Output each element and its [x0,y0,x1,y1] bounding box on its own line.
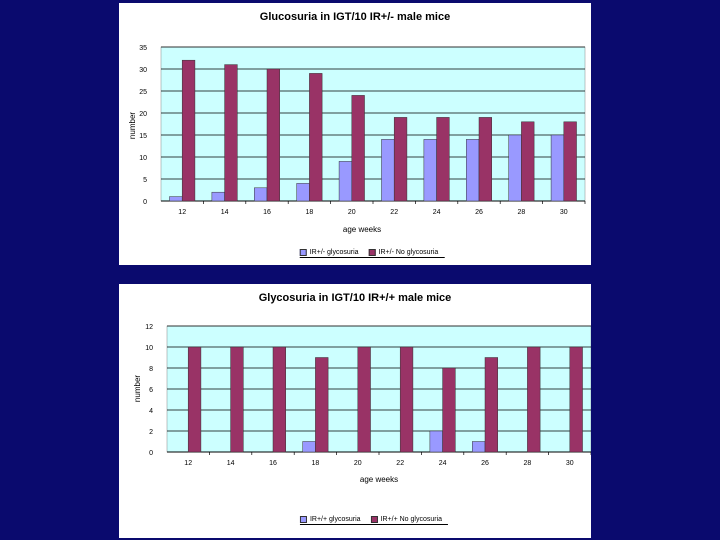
bar-series-2 [351,95,365,202]
legend-item: IR+/+ No glycosuria [370,516,443,523]
bar-series-2 [309,73,323,202]
y-tick-label: 30 [139,67,147,74]
bar-series-1 [254,187,268,202]
bar-series-2 [484,357,498,453]
y-tick-label: 5 [143,177,147,184]
bar-series-1 [381,139,395,202]
legend-label: IR+/- glycosuria [309,249,359,256]
bar-series-2 [478,117,492,202]
legend-swatch [370,516,378,523]
x-axis-label: age weeks [342,225,382,234]
bar-series-2 [230,346,244,453]
legend: IR+/- glycosuria IR+/- No glycosuria [299,249,445,258]
legend-swatch [299,516,307,523]
legend: IR+/+ glycosuria IR+/+ No glycosuria [299,516,449,525]
bar-series-2 [527,346,541,453]
chart-canvas-top: 0 5 10 15 20 25 30 35 12 14 16 18 20 22 24 26 28 30 [139,45,586,216]
legend-label: IR+/+ glycosuria [309,516,361,523]
bar-series-1 [302,441,316,453]
bar-series-1 [472,441,486,453]
y-tick-label: 0 [143,199,147,206]
bar-series-2 [272,346,286,453]
y-tick-label: 12 [145,324,153,331]
y-tick-label: 8 [149,366,153,373]
x-tick-label: 20 [348,209,356,216]
y-tick-label: 0 [149,450,153,457]
bar-series-2 [393,117,408,202]
x-tick-label: 12 [184,460,192,467]
x-tick-label: 28 [518,209,526,216]
legend-label: IR+/- No glycosuria [378,249,439,256]
bar-series-1 [550,134,565,202]
x-tick-label: 30 [566,460,574,467]
x-tick-label: 14 [221,209,229,216]
chart-title: Glucosuria in IGT/10 IR+/- male mice [259,11,451,23]
legend-swatch [299,249,307,256]
x-tick-label: 20 [354,460,362,467]
bar-series-2 [357,346,371,453]
bar-series-1 [169,196,183,202]
y-tick-label: 4 [149,408,153,415]
y-tick-label: 6 [149,387,153,394]
bar-series-2 [521,121,535,202]
x-tick-label: 14 [227,460,235,467]
bar-series-1 [296,183,310,202]
bar-series-2 [224,64,238,202]
bar-series-2 [187,346,202,453]
x-tick-label: 18 [306,209,314,216]
bar-series-1 [423,139,437,202]
x-tick-label: 18 [312,460,320,467]
chart-panel-top: Glucosuria in IGT/10 IR+/- male mice 0 5 1… [119,3,591,265]
bar-series-1 [429,430,443,453]
legend-swatch [368,249,376,256]
bar-series-2 [436,117,450,202]
x-tick-label: 16 [269,460,277,467]
x-tick-label: 24 [439,460,447,467]
chart-title: Glycosuria in IGT/10 IR+/+ male mice [258,292,452,304]
x-tick-label: 30 [560,209,568,216]
bar-series-1 [508,134,522,202]
x-tick-label: 28 [524,460,532,467]
x-axis-label: age weeks [359,475,399,484]
bar-series-2 [181,59,196,202]
bar-series-1 [338,161,353,202]
bar-series-1 [466,139,480,202]
bar-series-2 [569,346,583,453]
x-tick-label: 12 [178,209,186,216]
bar-series-2 [315,357,329,453]
legend-item: IR+/- No glycosuria [368,249,439,256]
y-tick-label: 2 [149,429,153,436]
legend-label: IR+/+ No glycosuria [380,516,443,523]
bar-series-2 [266,68,280,202]
x-tick-label: 26 [475,209,483,216]
bar-series-2 [399,346,414,453]
y-tick-label: 25 [139,89,147,96]
x-tick-label: 16 [263,209,271,216]
y-tick-label: 10 [139,155,147,162]
x-tick-label: 26 [481,460,489,467]
x-tick-label: 22 [396,460,404,467]
legend-item: IR+/+ glycosuria [299,516,361,523]
bar-series-1 [211,191,225,202]
y-tick-label: 20 [139,111,147,118]
bar-series-2 [563,121,577,202]
y-tick-label: 35 [139,45,147,52]
x-tick-label: 22 [390,209,398,216]
y-tick-label: 10 [145,345,153,352]
y-tick-label: 15 [139,133,147,140]
y-axis-label: number [133,374,143,403]
y-axis-label: number [128,111,138,140]
x-tick-label: 24 [433,209,441,216]
bar-series-2 [442,367,456,453]
legend-item: IR+/- glycosuria [299,249,359,256]
